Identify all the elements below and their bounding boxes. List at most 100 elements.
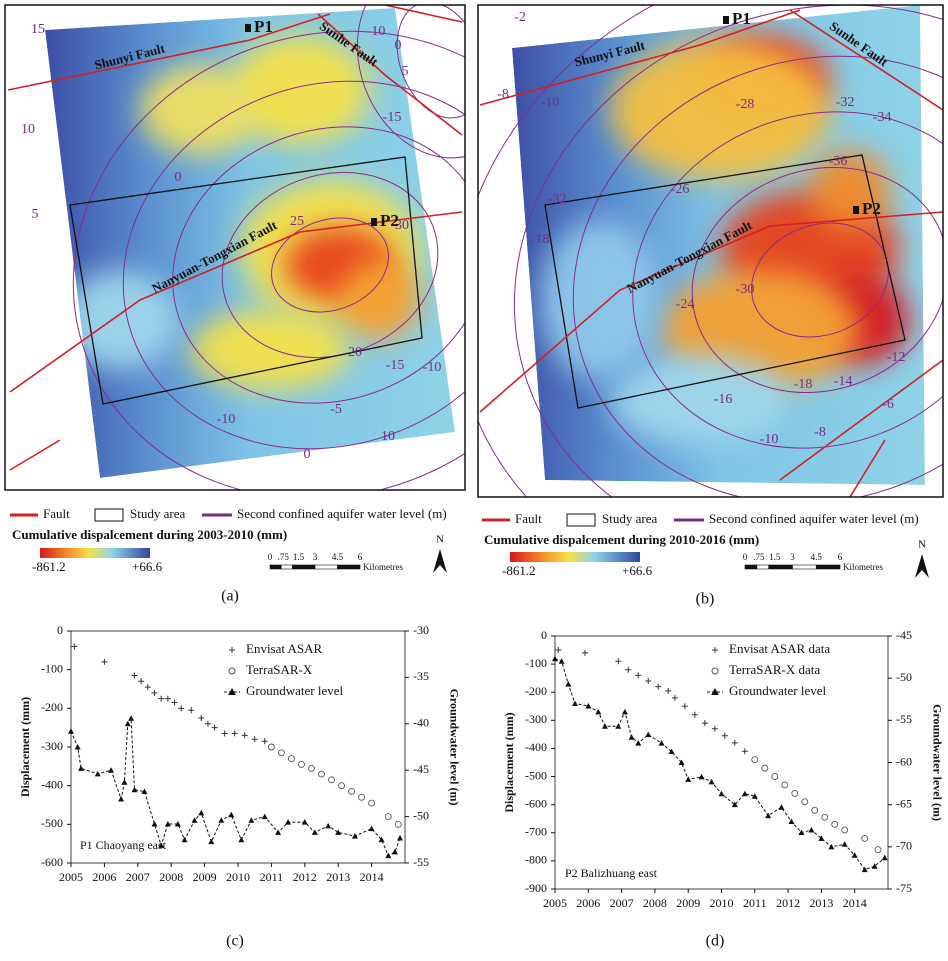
raster <box>512 5 925 485</box>
triangle-marker <box>248 817 255 823</box>
contour-label: -5 <box>330 402 342 417</box>
triangle-marker <box>841 841 848 847</box>
triangle-marker <box>181 836 188 843</box>
plus-marker <box>164 695 171 702</box>
y2-axis-label: Groundwater level (m) <box>930 704 944 821</box>
panel-label: (d) <box>706 933 725 950</box>
contour-line <box>172 126 465 404</box>
legend-text: Study area <box>130 506 185 521</box>
triangle-marker <box>678 759 685 765</box>
triangle-marker <box>94 770 101 777</box>
circle-marker <box>801 798 809 806</box>
plus-marker <box>144 684 151 691</box>
triangle-marker <box>751 793 758 799</box>
contour-label: 0 <box>395 38 402 53</box>
fault-line <box>779 359 943 481</box>
map-frame <box>477 4 944 498</box>
circle-marker <box>318 770 325 778</box>
triangle-marker <box>275 829 282 835</box>
circle-marker <box>811 806 819 814</box>
x-tick-label: 2006 <box>576 896 600 910</box>
scale-segment <box>768 564 793 570</box>
x-tick-label: 2012 <box>293 870 317 884</box>
contour-label: 10 <box>21 122 35 137</box>
triangle-marker <box>198 809 205 816</box>
triangle-marker <box>391 848 398 855</box>
plus-marker <box>151 689 158 696</box>
triangle-marker <box>881 854 888 861</box>
contour-label: -6 <box>882 397 894 412</box>
legend-text: Fault <box>43 506 70 521</box>
y-tick-label: -300 <box>41 739 63 753</box>
circle-marker <box>368 799 376 807</box>
circle-marker <box>287 755 295 763</box>
circle-marker <box>791 789 799 797</box>
contour-label: -36 <box>829 154 848 169</box>
x-tick-label: 2011 <box>743 896 767 910</box>
contour-line <box>691 166 943 394</box>
y-tick-label: -700 <box>525 825 547 839</box>
contour-line <box>632 111 943 449</box>
triangle-marker <box>141 788 148 795</box>
triangle-marker <box>765 812 772 819</box>
circle-marker <box>308 764 315 772</box>
contour-line <box>356 5 465 159</box>
triangle-marker <box>788 818 795 825</box>
y2-tick-label: -65 <box>896 796 912 810</box>
contour-label: -30 <box>736 282 755 297</box>
triangle-marker <box>385 852 392 859</box>
scale-label: 6 <box>838 552 843 562</box>
map-frame <box>4 4 466 491</box>
panel-label: (a) <box>221 588 239 605</box>
y-tick-label: -300 <box>525 712 547 726</box>
contour-label: -28 <box>736 97 755 112</box>
scale-label: .75 <box>278 552 290 562</box>
study-area <box>544 154 906 409</box>
scale-label: 1.5 <box>769 552 781 562</box>
y-tick-label: -200 <box>525 684 547 698</box>
plot-frame <box>554 635 889 890</box>
triangle-marker <box>218 817 225 823</box>
circle-marker <box>384 813 392 821</box>
triangle-marker <box>571 700 578 706</box>
triangle-marker <box>164 821 171 827</box>
y2-tick-label: -60 <box>896 754 912 768</box>
circle-marker <box>348 788 356 795</box>
triangle-marker <box>351 833 358 839</box>
circle-marker <box>277 749 285 757</box>
contour-label: 0 <box>175 170 182 185</box>
raster-blob <box>140 65 260 155</box>
plus-marker <box>691 711 698 718</box>
plus-marker <box>615 658 622 665</box>
north-label: N <box>436 534 444 546</box>
contour-line <box>221 171 439 359</box>
colorbar-title: Cumulative dispalcement during 2010-2016… <box>484 532 759 547</box>
triangle-marker <box>621 708 628 715</box>
contour-label: -32 <box>548 192 567 207</box>
triangle-marker <box>121 779 128 785</box>
plus-marker <box>131 672 138 679</box>
fault-line <box>789 9 943 111</box>
plus-marker <box>701 720 708 727</box>
x-tick-label: 2013 <box>326 870 350 884</box>
contour-label: -10 <box>760 432 779 447</box>
plus-marker <box>625 666 632 673</box>
contour-label: 5 <box>32 207 39 222</box>
plus-marker <box>645 677 652 684</box>
circle-marker <box>298 760 305 768</box>
y2-tick-label: -70 <box>896 839 912 853</box>
y2-axis-label: Groundwater level (m) <box>447 689 461 806</box>
triangle-marker <box>818 835 825 841</box>
plus-marker <box>581 649 588 656</box>
x-tick-label: 2014 <box>843 896 867 910</box>
triangle-marker <box>645 731 652 738</box>
fault-line <box>317 13 463 136</box>
contour-label: -16 <box>714 392 733 407</box>
plus-marker <box>655 683 662 690</box>
legend-label: Groundwater level <box>246 683 343 698</box>
scale-unit: Kilometres <box>363 562 403 572</box>
x-tick-label: 2014 <box>360 870 384 884</box>
y2-tick-label: -75 <box>896 881 912 895</box>
